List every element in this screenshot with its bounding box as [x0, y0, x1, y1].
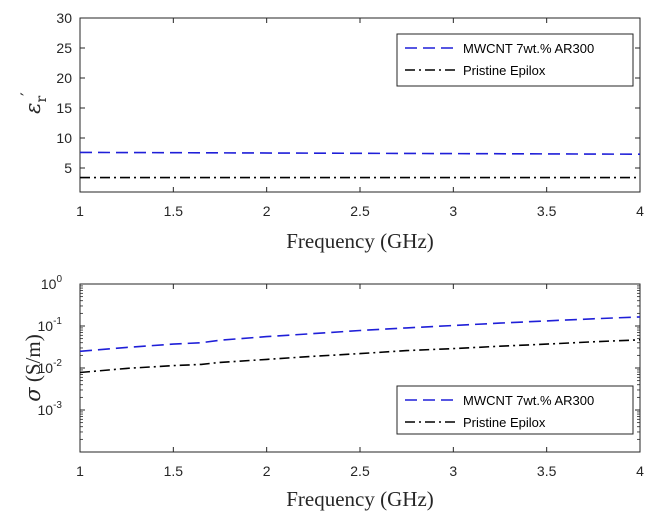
x-tick-label: 2.5 — [350, 203, 370, 219]
y-tick-label: 10-3 — [38, 400, 63, 418]
x-tick-label: 4 — [636, 463, 644, 479]
x-tick-label: 4 — [636, 203, 644, 219]
x-tick-label: 1 — [76, 463, 84, 479]
y-axis-title: εr′ — [17, 92, 50, 114]
x-tick-label: 2.5 — [350, 463, 370, 479]
y-tick-label: 10 — [56, 130, 72, 146]
x-tick-label: 3.5 — [537, 203, 557, 219]
legend-label-1: MWCNT 7wt.% AR300 — [463, 393, 594, 408]
x-axis-title: Frequency (GHz) — [286, 487, 434, 511]
legend-box — [396, 33, 634, 87]
x-tick-label: 1 — [76, 203, 84, 219]
legend-label-2: Pristine Epilox — [463, 415, 546, 430]
chart-panel-1: 1 1.5 2 2.5 3 3.5 4 5 10 15 20 25 30 MWCNT 7wt.% AR30… — [17, 10, 644, 253]
y-tick-label: 20 — [56, 70, 72, 86]
y-axis-title: σ (S/m) — [21, 334, 45, 401]
series-line-1 — [79, 316, 641, 353]
y-tick-label: 10-2 — [38, 358, 63, 376]
x-tick-label: 1.5 — [164, 203, 184, 219]
y-tick-label: 10-1 — [38, 316, 63, 334]
series-line-1 — [79, 151, 641, 155]
y-tick-label: 5 — [64, 160, 72, 176]
legend-box — [396, 385, 634, 435]
x-tick-label: 3.5 — [537, 463, 557, 479]
legend: MWCNT 7wt.% AR300 Pristine Epilox — [396, 385, 634, 435]
legend-label-1: MWCNT 7wt.% AR300 — [463, 41, 594, 56]
x-tick-label: 3 — [449, 203, 457, 219]
y-tick-label: 30 — [56, 10, 72, 26]
x-tick-label: 2 — [263, 463, 271, 479]
x-tick-label: 3 — [449, 463, 457, 479]
legend-label-2: Pristine Epilox — [463, 63, 546, 78]
y-tick-label: 25 — [56, 40, 72, 56]
y-tick-label: 15 — [56, 100, 72, 116]
y-tick-label: 100 — [41, 274, 63, 292]
legend: MWCNT 7wt.% AR300 Pristine Epilox — [396, 33, 634, 87]
x-axis-title: Frequency (GHz) — [286, 229, 434, 253]
x-tick-label: 2 — [263, 203, 271, 219]
x-tick-label: 1.5 — [164, 463, 184, 479]
chart-panel-2: 1 1.5 2 2.5 3 3.5 4 10-3 10-2 10-1 100 MWCNT 7wt.% … — [21, 274, 644, 511]
